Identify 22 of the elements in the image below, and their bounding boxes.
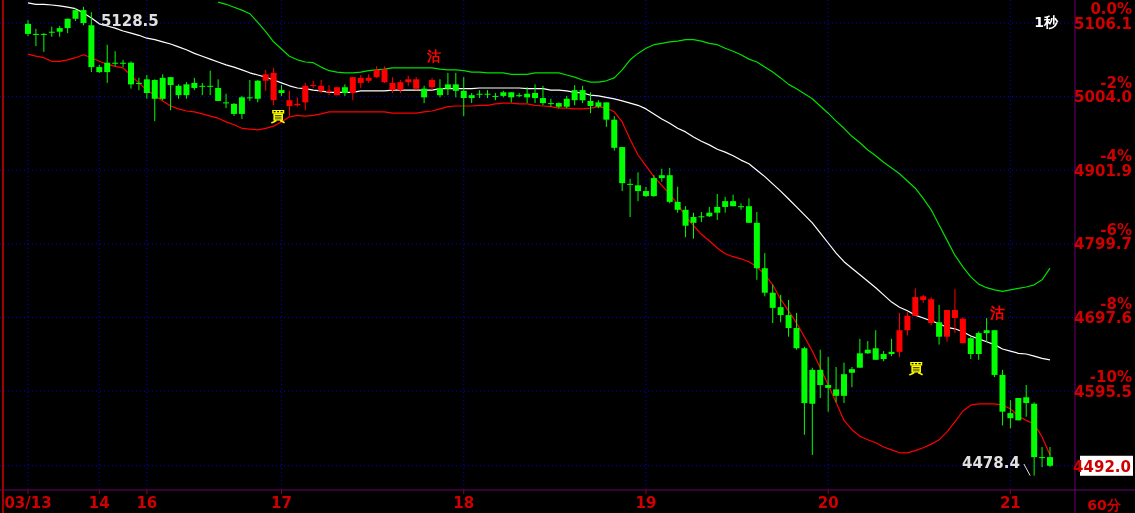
x-tick-label: 18 <box>453 494 475 512</box>
annotation: 沽 <box>990 303 1006 322</box>
x-tick-label: 19 <box>635 494 657 512</box>
x-tick-label: 03/13 <box>4 494 52 512</box>
y-tick-label: 4697.6 <box>1074 309 1132 328</box>
annotation: 沽 <box>427 48 442 65</box>
annotation: 買 <box>271 108 286 125</box>
y-tick-label: 4595.5 <box>1074 382 1132 401</box>
y-tick-label: 4901.9 <box>1074 161 1132 180</box>
annotation: 1秒 <box>1034 14 1058 31</box>
x-tick-label: 17 <box>271 494 292 512</box>
annotation: 60分 <box>1087 497 1121 513</box>
x-tick-label: 16 <box>136 494 158 512</box>
y-tick-label: 4799.7 <box>1074 235 1132 254</box>
x-tick-label: 21 <box>999 494 1021 512</box>
y-tick-label: 5004.0 <box>1074 88 1132 107</box>
annotation: 買 <box>909 360 924 377</box>
y-tick-label: 5106.1 <box>1074 14 1132 33</box>
x-tick-label: 20 <box>817 494 839 512</box>
annotation: 4478.4 <box>962 453 1020 472</box>
x-tick-label: 14 <box>88 494 110 512</box>
annotation: 5128.5 <box>100 11 159 30</box>
